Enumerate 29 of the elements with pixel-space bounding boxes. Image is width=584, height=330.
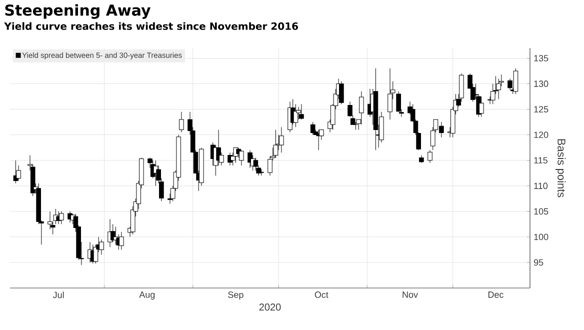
y-tick-label: 105 [534,208,548,215]
x-axis-title: 2020 [259,304,281,311]
y-tick-label: 100 [534,234,548,240]
candlestick [279,126,284,153]
candlestick [428,150,432,164]
x-tick-label: Oct [314,292,328,298]
candlestick [419,154,424,164]
y-tick-label: 135 [534,55,548,62]
y-tick-label: 110 [534,182,548,190]
y-axis-title: Basis points [555,139,566,198]
x-tick-label: Dec [488,292,504,298]
candlestick [259,168,264,176]
candlestick [496,78,501,100]
y-tick-label: 95 [534,259,544,266]
y-tick-label: 120 [534,132,548,138]
candlestick [388,68,392,120]
candlestick [359,91,364,125]
x-tick-label: Aug [139,292,155,300]
candlestick [479,96,484,118]
y-tick-label: 130 [534,80,548,87]
x-tick-label: Sep [228,292,244,300]
y-tick-label: 125 [534,106,548,112]
y-tick-label: 115 [534,157,548,164]
x-tick-label: Nov [402,292,418,298]
chart-title: Steepening Away [5,4,151,19]
candlestick [179,112,184,133]
chart-subtitle: Yield curve reaches its widest since November 2016 [4,22,298,30]
x-tick-label: Jul [52,292,64,298]
candlestick [348,101,352,118]
